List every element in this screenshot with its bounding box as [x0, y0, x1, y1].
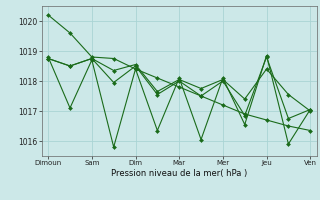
X-axis label: Pression niveau de la mer( hPa ): Pression niveau de la mer( hPa ) — [111, 169, 247, 178]
